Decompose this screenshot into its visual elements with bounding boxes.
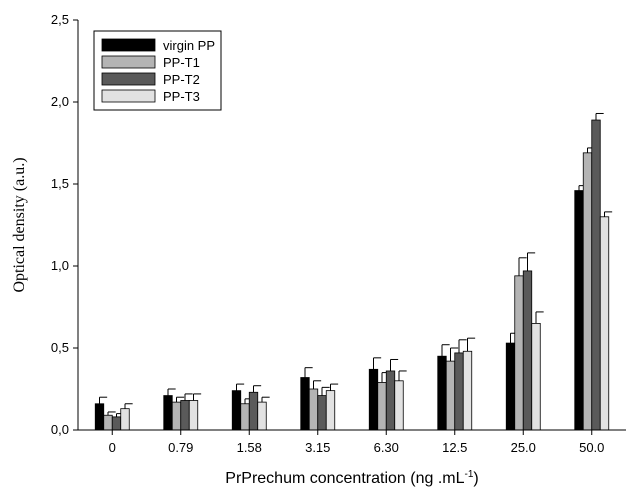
legend-swatch — [101, 55, 156, 69]
bar-pp-t1 — [171, 401, 182, 431]
x-tick-label: 3.15 — [305, 440, 330, 455]
bar-pp-t1 — [377, 382, 387, 431]
legend-label: virgin PP — [163, 38, 215, 53]
bar-pp-t1 — [240, 403, 250, 431]
bar-pp-t3 — [599, 216, 610, 431]
bar-pp-t3 — [394, 380, 404, 431]
bar-pp-t3 — [257, 401, 267, 431]
y-tick-label: 0,0 — [51, 422, 69, 437]
legend: virgin PP PP-T1 PP-T2 PP-T3 — [93, 30, 222, 111]
legend-label: PP-T1 — [163, 55, 200, 70]
bar-pp-t1 — [445, 360, 456, 431]
y-tick-label: 2,0 — [51, 94, 69, 109]
x-axis-title-superscript: -1 — [464, 469, 473, 480]
bar-pp-t3 — [462, 350, 473, 431]
bar-pp-t2 — [385, 370, 396, 431]
x-tick-label: 0.79 — [168, 440, 193, 455]
y-tick-label: 1,0 — [51, 258, 69, 273]
bar-virgin-pp — [505, 342, 516, 431]
bar-virgin-pp — [437, 355, 447, 431]
axes — [77, 20, 626, 431]
bar-pp-t1 — [514, 275, 524, 431]
bar-pp-t2 — [248, 391, 259, 431]
x-axis-title: PrPrechum concentration (ng .mL-1) — [225, 469, 478, 487]
bar-virgin-pp — [231, 390, 242, 431]
bar-pp-t2 — [180, 400, 190, 431]
x-tick-label: 12.5 — [442, 440, 467, 455]
x-tick-label: 25.0 — [511, 440, 536, 455]
bar-virgin-pp — [368, 368, 379, 431]
bar-pp-t2 — [111, 416, 122, 431]
bar-virgin-pp — [94, 403, 105, 431]
legend-swatch — [101, 72, 156, 86]
y-tick-label: 1,5 — [51, 176, 69, 191]
bar-pp-t3 — [120, 408, 130, 431]
bar-pp-t1 — [103, 414, 113, 431]
legend-swatch — [101, 38, 156, 52]
x-tick-label: 50.0 — [579, 440, 604, 455]
legend-swatch — [101, 89, 156, 103]
bar-pp-t2 — [317, 395, 327, 431]
bar-pp-t1 — [308, 388, 319, 431]
x-axis-title-main: PrPrechum concentration (ng .mL — [225, 470, 464, 487]
legend-label: PP-T3 — [163, 89, 200, 104]
bar-virgin-pp — [163, 395, 173, 431]
bar-pp-t1 — [582, 152, 593, 431]
x-ticks: 0 0.79 1.58 3.15 6.30 12.5 25.0 50.0 — [109, 430, 604, 455]
bars — [94, 112, 613, 431]
x-tick-label: 6.30 — [374, 440, 399, 455]
x-tick-label: 1.58 — [237, 440, 262, 455]
y-axis-title: Optical density (a.u.) — [11, 157, 28, 292]
bar-pp-t3 — [531, 322, 541, 431]
y-tick-label: 0,5 — [51, 340, 69, 355]
bar-pp-t2 — [591, 119, 601, 431]
bar-pp-t3 — [188, 400, 199, 431]
x-axis-title-end: ) — [473, 470, 478, 487]
bar-virgin-pp — [300, 377, 310, 431]
y-tick-label: 2,5 — [51, 12, 69, 27]
bar-pp-t3 — [325, 390, 336, 431]
x-tick-label: 0 — [109, 440, 116, 455]
bar-virgin-pp — [574, 190, 584, 431]
legend-label: PP-T2 — [163, 72, 200, 87]
bar-pp-t2 — [454, 352, 464, 431]
y-ticks: 0,0 0,5 1,0 1,5 2,0 2,5 — [51, 12, 78, 437]
bar-pp-t2 — [522, 270, 533, 431]
